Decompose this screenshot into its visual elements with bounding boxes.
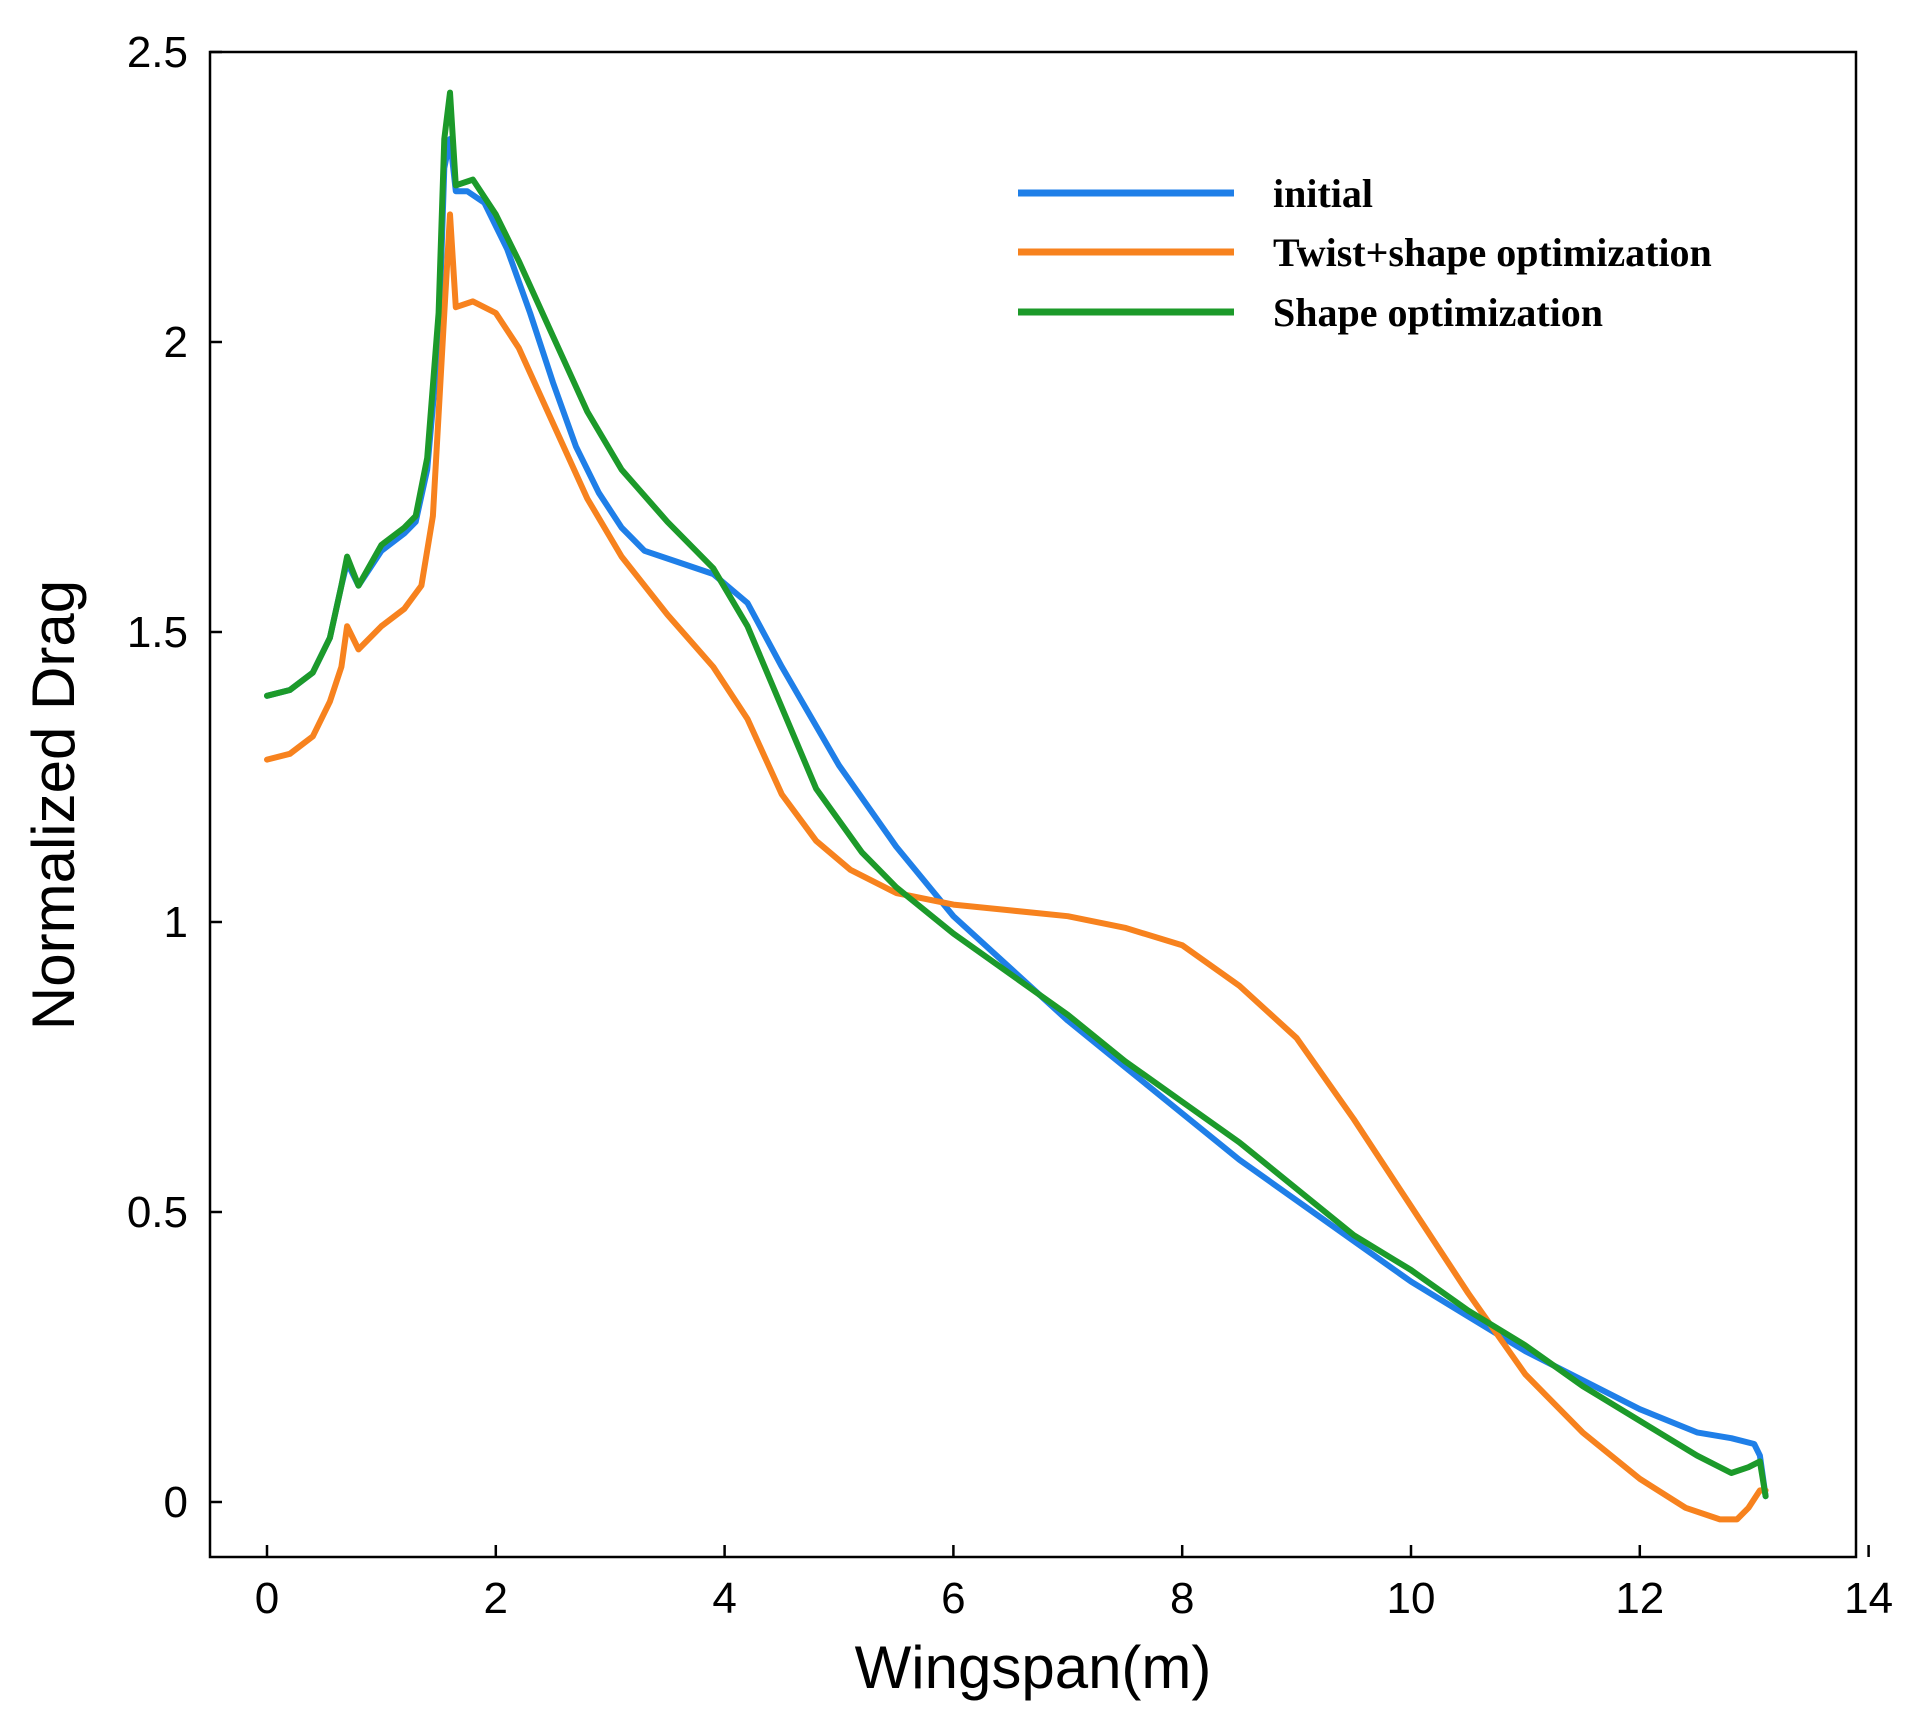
x-tick-label: 8: [1170, 1574, 1194, 1623]
x-tick-label: 2: [484, 1574, 508, 1623]
series-layer: [264, 89, 1769, 1523]
plot-frame: [208, 50, 1858, 1559]
y-axis-title: Normalized Drag: [20, 580, 87, 1030]
x-axis-title: Wingspan(m): [855, 1634, 1212, 1701]
y-tick-label: 0: [164, 1478, 188, 1527]
legend-label-shape: Shape optimization: [1273, 290, 1603, 335]
series-line-initial: [264, 136, 1769, 1500]
y-tick-label: 1: [164, 898, 188, 947]
x-tick-label: 0: [255, 1574, 279, 1623]
y-tick-label: 2.5: [127, 28, 188, 77]
legend-label-initial: initial: [1273, 171, 1373, 216]
axis-layer: 0 2 4 6 8 10 12 14 0 0.5 1 1.5 2 2.5: [127, 28, 1893, 1623]
y-tick-label: 0.5: [127, 1188, 188, 1237]
x-tick-label: 10: [1387, 1574, 1436, 1623]
legend: initial Twist+shape optimization Shape o…: [1018, 171, 1712, 335]
y-tick-label: 2: [164, 318, 188, 367]
series-line-shape: [264, 89, 1769, 1500]
legend-label-twist-shape: Twist+shape optimization: [1273, 230, 1712, 275]
x-tick-label: 6: [941, 1574, 965, 1623]
x-tick-label: 4: [712, 1574, 736, 1623]
x-tick-label: 14: [1844, 1574, 1893, 1623]
series-line-twist-shape: [264, 211, 1769, 1523]
x-tick-label: 12: [1615, 1574, 1664, 1623]
y-tick-label: 1.5: [127, 608, 188, 657]
